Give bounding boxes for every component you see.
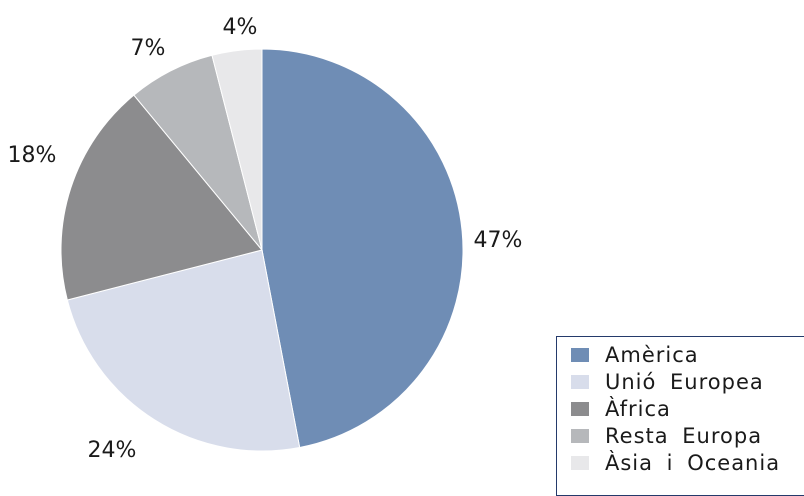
legend-item-resta-europa: Resta Europa [571,422,804,449]
legend-label-resta-europa: Resta Europa [605,423,763,448]
legend-item-america: Amèrica [571,341,804,368]
pie-slice-unio-europea [66,249,301,452]
pie-label-unio-europea: 24% [88,438,137,463]
legend-item-asia-oceania: Àsia i Oceania [571,449,804,476]
legend-swatch-asia-oceania [571,455,589,470]
legend-label-africa: Àfrica [605,396,671,421]
legend-swatch-resta-europa [571,428,589,443]
legend-swatch-africa [571,401,589,416]
legend: Amèrica Unió Europea Àfrica Resta Europa… [556,336,804,496]
pie-slices [60,48,464,452]
legend-label-america: Amèrica [605,342,699,367]
legend-label-asia-oceania: Àsia i Oceania [605,450,781,475]
legend-item-unio-europea: Unió Europea [571,368,804,395]
pie-slice-africa [60,94,263,301]
legend-label-unio-europea: Unió Europea [605,369,764,394]
pie-slice-america [261,48,464,449]
pie-label-africa: 18% [8,143,57,168]
pie-label-america: 47% [474,228,523,253]
pie-label-resta-europa: 7% [131,36,166,61]
pie-labels: 47% 24% 18% 7% 4% [8,15,523,463]
pie-slice-asia-i-oceania [211,48,263,251]
pie-label-asia-i-oceania: 4% [223,15,258,40]
legend-item-africa: Àfrica [571,395,804,422]
legend-swatch-unio-europea [571,374,589,389]
legend-swatch-america [571,347,589,362]
